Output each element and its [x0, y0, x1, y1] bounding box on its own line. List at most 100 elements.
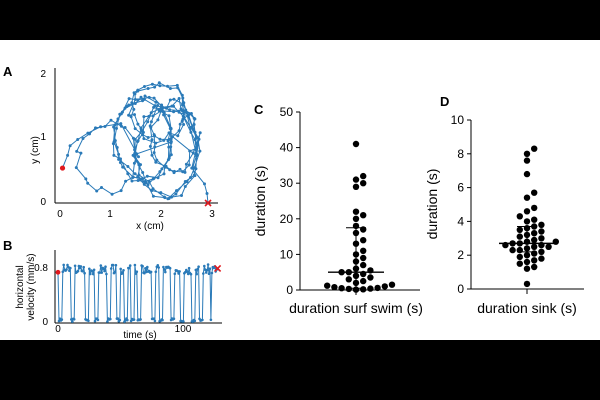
velocity-point: [109, 267, 113, 270]
trajectory-point: [136, 122, 140, 126]
data-point: [531, 243, 538, 250]
trajectory-point: [157, 107, 161, 111]
trajectory-point: [180, 93, 184, 97]
trajectory-point: [146, 120, 150, 124]
velocity-point: [205, 268, 209, 272]
panel-d-sink: 0 2 4 6 8 10 duration (s) duration sink (s): [424, 113, 584, 316]
trajectory-point: [184, 108, 188, 112]
velocity-point: [96, 318, 100, 322]
trajectory-point: [136, 139, 140, 143]
velocity-point: [189, 272, 193, 276]
trajectory-point: [168, 98, 172, 102]
panel-label-a: A: [3, 64, 13, 79]
trajectory-point: [133, 113, 136, 117]
data-point: [345, 276, 352, 283]
panel-d-points: [499, 145, 559, 288]
trajectory-point: [142, 182, 146, 186]
data-point: [523, 258, 531, 266]
y-tick-label: 50: [280, 105, 294, 119]
velocity-point: [207, 272, 211, 275]
data-point: [352, 183, 360, 190]
velocity-point: [90, 269, 94, 273]
trajectory-point: [187, 163, 191, 167]
velocity-point: [119, 267, 122, 271]
data-point: [352, 176, 360, 183]
y-tick-label: 30: [280, 176, 294, 190]
velocity-point: [83, 271, 86, 275]
trajectory-point: [175, 83, 179, 87]
velocity-point: [79, 265, 83, 268]
panel-d-y-label: duration (s): [424, 169, 440, 240]
trajectory-point: [159, 191, 163, 195]
velocity-point: [177, 272, 180, 275]
trajectory-point: [177, 97, 181, 100]
trajectory-point: [124, 179, 128, 183]
data-point: [523, 208, 531, 215]
data-point: [531, 189, 538, 196]
trajectory-point: [137, 173, 141, 177]
trajectory-point: [118, 161, 122, 164]
trajectory-point: [123, 106, 127, 110]
velocity-point: [195, 272, 198, 276]
y-tick-label: 0: [457, 282, 464, 296]
trajectory-point: [203, 182, 206, 186]
trajectory-point: [195, 146, 199, 150]
trajectory-point: [180, 194, 183, 197]
velocity-point: [98, 271, 102, 274]
trajectory-point: [115, 146, 119, 149]
panel-b-velocity: 0.8 0 0 100 time (s) horizontal velocity…: [15, 250, 222, 340]
velocity-trace: [55, 263, 222, 324]
trajectory-point: [162, 172, 166, 176]
trajectory-point: [141, 177, 145, 181]
velocity-point: [143, 271, 146, 275]
data-point: [360, 212, 367, 219]
velocity-point: [62, 263, 65, 267]
trajectory-point: [142, 137, 146, 141]
trajectory-point: [152, 105, 156, 109]
trajectory-point: [151, 194, 155, 198]
trajectory-point: [119, 122, 123, 126]
velocity-line: [57, 263, 218, 324]
trajectory-point: [163, 196, 167, 200]
data-point: [538, 255, 545, 262]
trajectory-point: [141, 130, 145, 134]
trajectory-point: [148, 144, 152, 148]
trajectory-point: [167, 197, 171, 200]
trajectory-point: [182, 123, 186, 126]
trajectory-point: [133, 137, 137, 141]
trajectory-point: [181, 96, 185, 100]
trajectory-point: [117, 152, 121, 156]
trajectory-point: [154, 100, 158, 104]
data-point: [531, 204, 538, 212]
trajectory-point: [143, 94, 147, 98]
trajectory-point: [164, 164, 168, 168]
velocity-point: [87, 319, 90, 323]
trajectory-point: [183, 170, 187, 174]
velocity-point: [178, 270, 181, 273]
trajectory-point: [110, 192, 114, 196]
trajectory-point: [169, 141, 173, 145]
trajectory-point: [158, 170, 162, 174]
y-tick-label: 20: [280, 212, 294, 226]
panel-c-x-label: duration surf swim (s): [289, 300, 423, 316]
velocity-point: [161, 318, 164, 322]
velocity-point: [122, 269, 125, 272]
data-point: [324, 282, 331, 289]
trajectory-point: [189, 112, 193, 115]
trajectory-point: [176, 134, 180, 138]
trajectory-point: [172, 97, 176, 101]
panel-a-xtick: 3: [209, 209, 215, 220]
data-point: [531, 257, 538, 264]
velocity-point: [152, 317, 156, 321]
data-point: [516, 233, 523, 240]
trajectory-point: [126, 172, 130, 176]
velocity-point: [149, 270, 153, 274]
velocity-point: [210, 271, 214, 275]
velocity-point: [154, 270, 158, 274]
trajectory-point: [121, 165, 125, 169]
trajectory-point: [130, 101, 134, 105]
trajectory-point: [142, 115, 146, 119]
trajectory-point: [144, 181, 148, 185]
data-point: [523, 252, 531, 259]
velocity-point: [92, 268, 96, 272]
